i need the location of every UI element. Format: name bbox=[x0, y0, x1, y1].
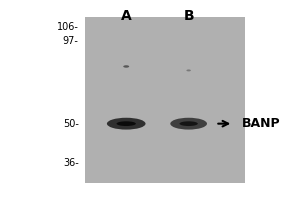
Text: 36-: 36- bbox=[63, 158, 79, 168]
Ellipse shape bbox=[123, 65, 129, 68]
Text: BANP: BANP bbox=[242, 117, 281, 130]
Ellipse shape bbox=[170, 118, 207, 130]
Ellipse shape bbox=[186, 69, 191, 71]
Ellipse shape bbox=[117, 121, 136, 126]
Ellipse shape bbox=[179, 121, 198, 126]
Text: 97-: 97- bbox=[63, 36, 79, 46]
Text: A: A bbox=[121, 9, 132, 23]
Text: 50-: 50- bbox=[63, 119, 79, 129]
Text: 106-: 106- bbox=[57, 22, 79, 32]
Text: B: B bbox=[183, 9, 194, 23]
FancyBboxPatch shape bbox=[85, 17, 245, 183]
Ellipse shape bbox=[107, 118, 146, 130]
